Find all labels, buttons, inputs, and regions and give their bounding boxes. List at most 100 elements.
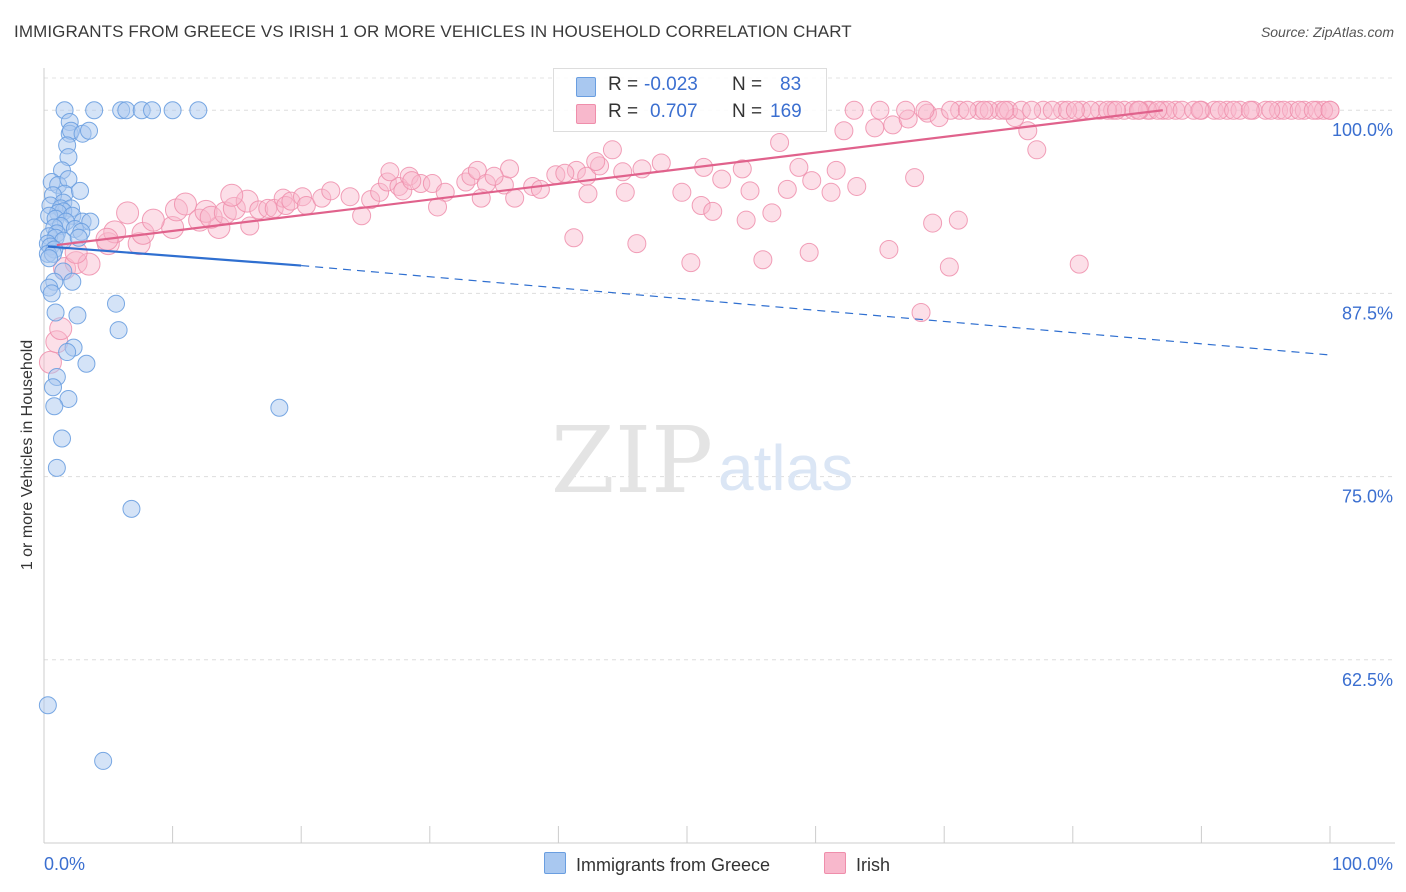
irish-point — [969, 100, 989, 120]
watermark-atlas: atlas — [718, 432, 853, 504]
irish-point — [939, 257, 959, 277]
bottom-legend-greece: Immigrants from Greece — [544, 852, 770, 876]
irish-point — [555, 163, 575, 183]
irish-point — [627, 234, 647, 254]
greece-point — [77, 354, 96, 373]
irish-point — [821, 182, 841, 202]
legend-n-value-greece: 83 — [780, 74, 802, 95]
stats-legend: R = -0.023 N = 83 R = 0.707 N = 169 — [553, 68, 827, 132]
irish-point — [281, 191, 301, 211]
irish-point — [957, 100, 977, 120]
irish-point — [712, 169, 732, 189]
watermark-zip: ZIP — [551, 407, 713, 514]
irish-point — [1190, 100, 1210, 120]
greece-point — [38, 696, 57, 715]
greece-point — [47, 458, 66, 477]
irish-point — [1128, 100, 1148, 120]
greece-point — [109, 321, 128, 340]
greece-point — [71, 181, 90, 200]
legend-r-label: R = — [608, 101, 639, 122]
irish-point — [753, 250, 773, 270]
greece-trend-extension — [301, 264, 1331, 356]
irish-point — [911, 302, 931, 322]
irish-point — [672, 182, 692, 202]
legend-r-label: R = — [608, 74, 639, 95]
irish-point — [578, 184, 598, 204]
irish-point — [484, 166, 504, 186]
y-axis-title: 1 or more Vehicles in Household — [19, 339, 36, 571]
irish-point — [740, 181, 760, 201]
greece-point — [42, 284, 61, 303]
irish-point — [1042, 100, 1062, 120]
irish-point — [762, 203, 782, 223]
legend-n-label: N = — [732, 101, 763, 122]
irish-point — [586, 152, 606, 172]
irish-point — [896, 100, 916, 120]
greece-point — [58, 343, 77, 362]
greece-point — [143, 101, 162, 120]
greece-point — [45, 397, 64, 416]
irish-point — [321, 181, 341, 201]
y-tick-label: 100.0% — [1332, 120, 1393, 140]
irish-point — [613, 162, 633, 182]
irish-point — [1320, 100, 1340, 120]
greece-trend-line — [47, 245, 302, 267]
irish-point — [1303, 100, 1323, 120]
irish-point — [1289, 100, 1309, 120]
greece-point — [94, 751, 113, 770]
irish-point — [1209, 100, 1229, 120]
irish-point — [173, 192, 197, 216]
irish-point — [1224, 100, 1244, 120]
irish-point — [1184, 100, 1204, 120]
irish-point — [979, 100, 999, 120]
irish-point — [879, 239, 899, 259]
irish-point — [915, 100, 935, 120]
irish-point — [505, 188, 525, 208]
irish-point — [974, 100, 994, 120]
irish-point — [1022, 100, 1042, 120]
greece-point — [85, 101, 104, 120]
y-tick-label: 87.5% — [1342, 303, 1393, 323]
tick-labels: 100.0% 87.5% 75.0% 62.5% 0.0% 100.0% — [44, 120, 1393, 874]
chart-title: IMMIGRANTS FROM GREECE VS IRISH 1 OR MOR… — [14, 22, 852, 41]
axes — [43, 68, 1395, 844]
irish-point — [428, 197, 448, 217]
bottom-legend-swatch-irish — [824, 852, 846, 874]
irish-point — [116, 201, 140, 225]
legend-swatch-greece — [576, 77, 596, 97]
irish-point — [948, 210, 968, 230]
irish-point — [220, 183, 244, 207]
irish-point — [789, 157, 809, 177]
irish-point — [564, 228, 584, 248]
irish-point — [777, 179, 797, 199]
greece-point — [80, 121, 99, 140]
irish-point — [681, 253, 701, 273]
irish-point — [732, 159, 752, 179]
trend-lines — [47, 109, 1331, 356]
irish-point — [77, 252, 101, 276]
irish-point — [566, 160, 586, 180]
irish-point — [467, 160, 487, 180]
greece-points — [38, 101, 289, 770]
irish-point — [402, 171, 422, 191]
irish-point — [844, 100, 864, 120]
greece-point — [40, 249, 59, 268]
irish-point — [1027, 140, 1047, 160]
irish-point — [1005, 108, 1025, 128]
irish-point — [530, 179, 550, 199]
irish-point — [834, 121, 854, 141]
irish-point — [340, 187, 360, 207]
irish-point — [141, 208, 165, 232]
bottom-legend-label-irish: Irish — [856, 855, 891, 875]
greece-point — [107, 294, 126, 313]
irish-point — [1058, 100, 1078, 120]
greece-point — [59, 389, 78, 408]
irish-point — [941, 100, 961, 120]
legend-n-value-irish: 169 — [770, 101, 802, 122]
greece-point — [270, 398, 289, 417]
irish-point — [370, 182, 390, 202]
irish-point — [199, 205, 223, 229]
legend-swatch-irish — [576, 104, 596, 124]
irish-point — [691, 196, 711, 215]
bottom-legend-irish: Irish — [824, 852, 890, 876]
